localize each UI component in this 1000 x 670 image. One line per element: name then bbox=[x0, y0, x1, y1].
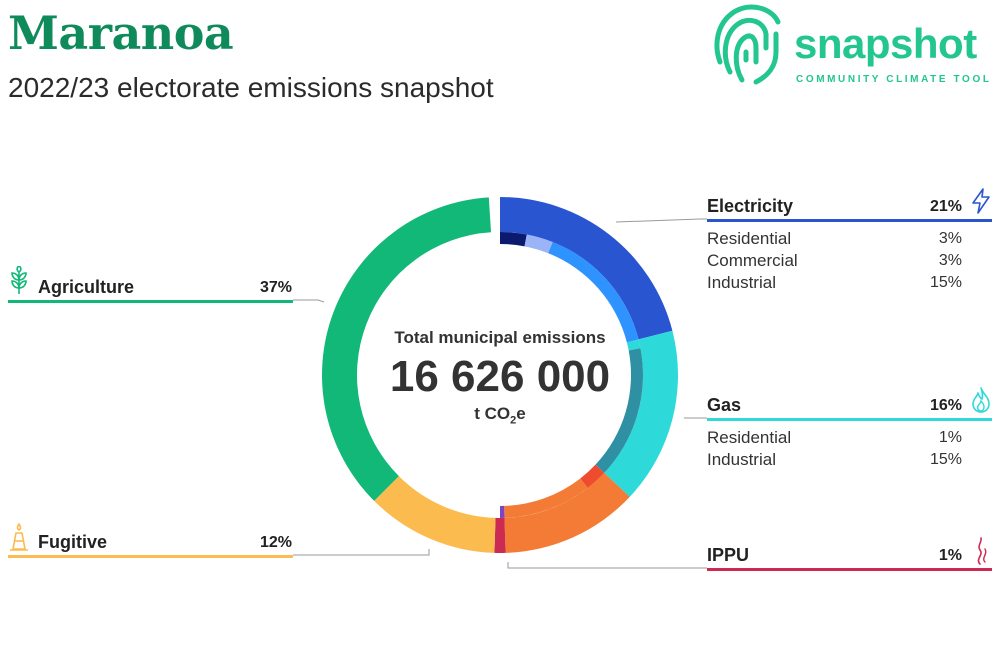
flame-icon bbox=[972, 387, 990, 413]
unit-suffix: e bbox=[516, 404, 526, 423]
inner-slice-ippu-part-1 bbox=[500, 505, 505, 518]
legend-gas-percent: 16% bbox=[929, 397, 962, 414]
center-total-label: Total municipal emissions bbox=[394, 328, 606, 347]
fingerprint-logo-icon bbox=[714, 4, 781, 85]
page-title: Maranoa bbox=[8, 6, 234, 60]
leader-line-ippu bbox=[507, 562, 707, 569]
gas-residential-percent: 1% bbox=[938, 429, 962, 446]
electricity-residential-percent: 3% bbox=[938, 230, 962, 247]
gas-industrial-label: Industrial bbox=[707, 450, 776, 469]
inner-slice-transport-part-2 bbox=[504, 478, 588, 518]
leader-line-agriculture bbox=[293, 299, 325, 303]
gas-residential-label: Residential bbox=[707, 428, 792, 447]
donut-slice-transport bbox=[504, 472, 630, 553]
inner-slice-electricity-industrial bbox=[548, 242, 639, 343]
wheat-icon bbox=[11, 266, 27, 294]
unit-prefix: t CO bbox=[474, 404, 511, 423]
legend-electricity-rule bbox=[707, 219, 992, 222]
inner-slice-transport-part-1 bbox=[580, 464, 605, 488]
leader-line-fugitive bbox=[293, 549, 430, 556]
legend-gas-rule bbox=[707, 418, 992, 421]
legend-fugitive-rule bbox=[8, 555, 293, 558]
donut-slice-waste bbox=[494, 517, 500, 553]
oil-well-icon bbox=[10, 523, 28, 551]
donut-slice-electricity bbox=[500, 197, 673, 340]
center-total-value: 16 626 000 bbox=[389, 352, 611, 401]
legend-agriculture-rule bbox=[8, 300, 293, 303]
inner-slice-electricity-residential bbox=[500, 232, 527, 247]
inner-slice-gas-industrial bbox=[595, 348, 643, 473]
donut-slice-gas bbox=[604, 330, 678, 497]
donut-slice-ippu bbox=[500, 517, 506, 553]
legend-ippu-percent: 1% bbox=[938, 547, 962, 564]
legend-gas-label: Gas bbox=[707, 395, 742, 415]
legend-fugitive-percent: 12% bbox=[259, 534, 292, 551]
legend-ippu-rule bbox=[707, 568, 992, 571]
outer-ring bbox=[321, 197, 678, 553]
legend-ippu-label: IPPU bbox=[707, 545, 750, 565]
legend-electricity-percent: 21% bbox=[929, 198, 962, 215]
legend-agriculture-label: Agriculture bbox=[38, 277, 135, 297]
leader-line-electricity bbox=[615, 218, 707, 223]
legend-fugitive-label: Fugitive bbox=[38, 532, 108, 552]
donut-slice-fugitive bbox=[374, 476, 496, 553]
logo-wordmark: snapshot bbox=[794, 20, 977, 67]
electricity-residential-label: Residential bbox=[707, 229, 792, 248]
center-total-unit: t CO2e bbox=[420, 404, 580, 426]
unit-subscript: 2 bbox=[510, 414, 517, 427]
inner-slice-electricity-commercial bbox=[524, 234, 553, 254]
smoke-icon bbox=[977, 537, 987, 565]
logo-tagline: COMMUNITY CLIMATE TOOL bbox=[796, 74, 992, 85]
snapshot-logo: snapshot COMMUNITY CLIMATE TOOL bbox=[712, 0, 1000, 92]
inner-ring bbox=[500, 232, 643, 518]
electricity-industrial-percent: 15% bbox=[929, 274, 962, 291]
electricity-commercial-label: Commercial bbox=[707, 251, 798, 270]
electricity-commercial-percent: 3% bbox=[938, 252, 962, 269]
leader-lines bbox=[293, 218, 707, 569]
page-subtitle: 2022/23 electorate emissions snapshot bbox=[8, 72, 494, 103]
gas-industrial-percent: 15% bbox=[929, 451, 962, 468]
legend-electricity-label: Electricity bbox=[707, 196, 794, 216]
donut-slice-agriculture bbox=[321, 197, 492, 501]
inner-slice-gas-residential bbox=[626, 339, 641, 351]
legend-agriculture-percent: 37% bbox=[259, 279, 292, 296]
electricity-industrial-label: Industrial bbox=[707, 273, 776, 292]
lightning-icon bbox=[972, 188, 990, 214]
